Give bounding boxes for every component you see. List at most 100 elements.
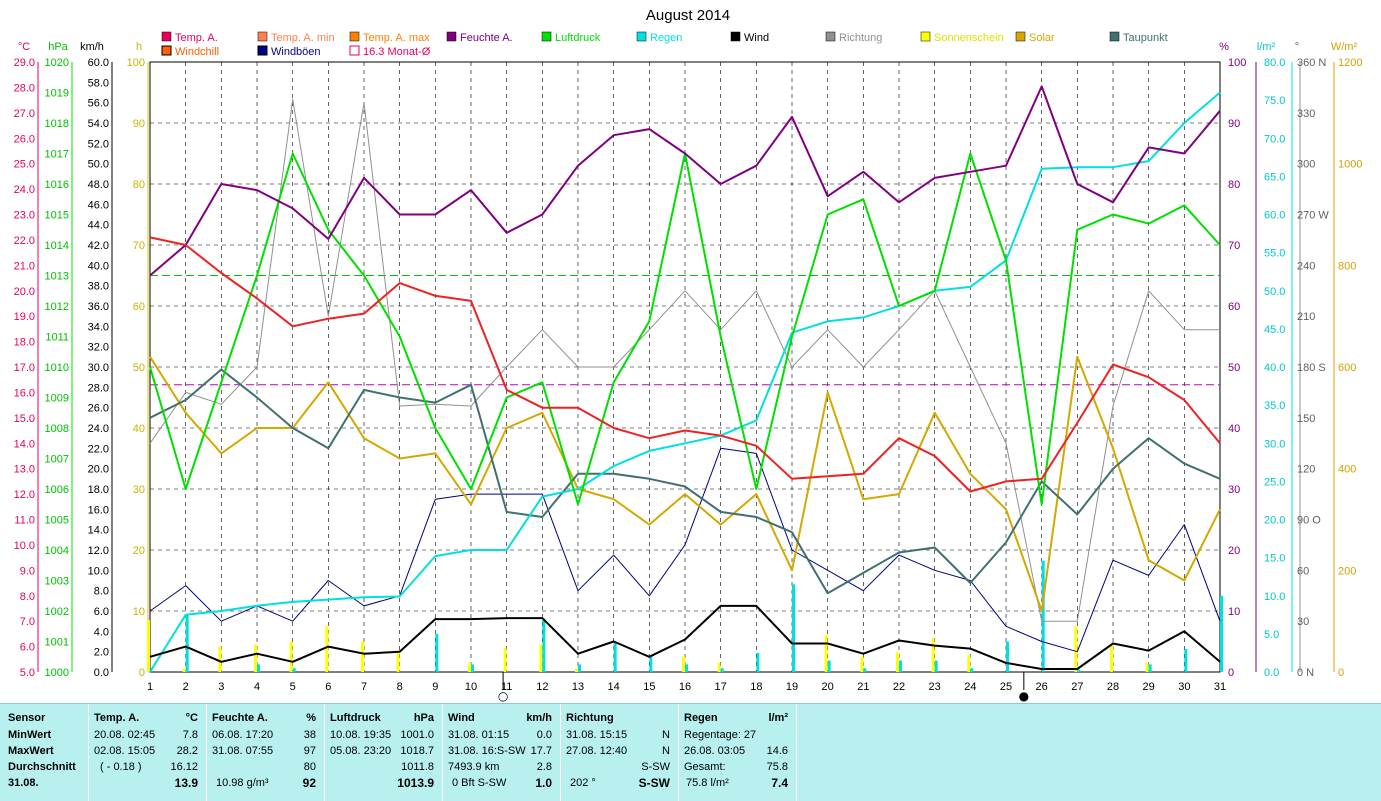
pressure-tick-label: 1018 (45, 118, 69, 130)
bar-sonnenschein (1110, 645, 1113, 672)
humidity-header: Feuchte A. (212, 712, 268, 724)
pressure-tick-label: 1011 (45, 332, 69, 344)
direction-tick-label: 330 (1297, 108, 1315, 120)
wind-max-value: 17.7 (530, 745, 552, 757)
legend-swatch (161, 45, 172, 56)
solar-tick-label: 800 (1338, 260, 1356, 272)
humidity-max-value: 97 (303, 745, 316, 757)
rain-column: Regen l/m² Regentage: 27 26.08. 03:05 14… (678, 704, 797, 801)
legend-label: Solar (1029, 32, 1055, 44)
bar-sonnenschein (254, 644, 257, 672)
temp-tick-label: 18.0 (14, 337, 35, 349)
x-tick-label: 4 (254, 681, 260, 693)
x-tick-label: 19 (786, 681, 798, 693)
bar-sonnenschein (896, 652, 899, 672)
direction-min-time: 31.08. 15:15 (566, 729, 628, 741)
rain-tick-label: 15.0 (1264, 553, 1285, 565)
bar-sonnenschein (824, 635, 828, 672)
humidity-tick-label: 90 (1228, 118, 1240, 130)
pressure-tick-label: 1000 (45, 667, 69, 679)
series-line-temp-a- (149, 236, 1221, 493)
rain-tick-label: 60.0 (1264, 210, 1285, 222)
hours-tick-label: 80 (133, 179, 145, 191)
legend-swatch (349, 31, 360, 42)
rain-tick-label: 55.0 (1264, 248, 1285, 260)
humidity-day-note: 10.98 g/m³ (216, 777, 269, 789)
wind-tick-label: 58.0 (88, 77, 109, 89)
minwert-label: MinWert (8, 729, 52, 741)
wind-tick-label: 56.0 (88, 98, 109, 110)
legend-swatch (446, 31, 457, 42)
pressure-tick-label: 1002 (45, 606, 69, 618)
rain-day-value: 7.4 (771, 776, 788, 790)
x-tick-label: 6 (325, 681, 331, 693)
wind-tick-label: 42.0 (88, 240, 109, 252)
date-label: 31.08. (8, 777, 39, 789)
wind-tick-label: 14.0 (88, 525, 109, 537)
x-tick-label: 17 (715, 681, 727, 693)
bar-regen-t-glich (1006, 641, 1009, 672)
rain-total-value: 75.8 (766, 761, 788, 773)
bar-regen-t-glich (970, 668, 974, 672)
hours-tick-label: 100 (127, 57, 145, 69)
pressure-tick-label: 1014 (45, 240, 69, 252)
weather-chart: 29.028.027.026.025.024.023.022.021.020.0… (14, 7, 1363, 703)
hours-tick-label: 60 (133, 301, 145, 313)
x-tick-label: 26 (1036, 681, 1048, 693)
temp-tick-label: 9.0 (20, 565, 35, 577)
temp-tick-label: 24.0 (14, 184, 35, 196)
rain-tick-label: 35.0 (1264, 400, 1285, 412)
wind-tick-label: 16.0 (88, 504, 109, 516)
wind-unit-label: km/h (80, 41, 104, 53)
sensor-header: Sensor (8, 712, 46, 724)
bar-regen-t-glich (257, 664, 260, 672)
pressure-tick-label: 1012 (45, 301, 69, 313)
temp-tick-label: 7.0 (20, 616, 35, 628)
direction-tick-label: 180 S (1297, 362, 1326, 374)
pressure-avg-value: 1011.8 (401, 761, 434, 773)
wind-tick-label: 60.0 (88, 57, 109, 69)
temp-tick-label: 15.0 (14, 413, 35, 425)
temp-tick-label: 12.0 (14, 489, 35, 501)
humidity-tick-label: 40 (1228, 423, 1240, 435)
wind-tick-label: 0.0 (94, 667, 109, 679)
direction-tick-label: 0 N (1297, 667, 1314, 679)
direction-max-value: N (662, 745, 670, 757)
rain-tick-label: 65.0 (1264, 171, 1285, 183)
rain-tick-label: 5.0 (1264, 629, 1279, 641)
maxwert-label: MaxWert (8, 745, 54, 757)
direction-tick-label: 120 (1297, 464, 1315, 476)
legend-swatch (636, 31, 647, 42)
pressure-unit-label: hPa (48, 41, 68, 53)
legend-swatch (349, 45, 360, 56)
legend-label: Taupunkt (1123, 32, 1168, 44)
bar-regen-t-glich (756, 652, 760, 672)
bar-regen-t-glich (685, 664, 688, 672)
direction-tick-label: 240 (1297, 260, 1315, 272)
x-tick-label: 25 (1000, 681, 1012, 693)
temp-tick-label: 8.0 (20, 591, 35, 603)
temp-tick-label: 14.0 (14, 438, 35, 450)
bar-regen-t-glich (1077, 669, 1081, 672)
series-line-feuchte-a- (149, 85, 1221, 277)
temp-max-time: 02.08. 15:05 (94, 745, 156, 757)
rain-max-value: 14.6 (766, 745, 788, 757)
wind-tick-label: 20.0 (88, 464, 109, 476)
x-tick-label: 3 (218, 681, 224, 693)
temp-day-value: 13.9 (174, 776, 198, 790)
wind-tick-label: 46.0 (88, 199, 109, 211)
bar-sonnenschein (1145, 662, 1149, 672)
pressure-tick-label: 1001 (45, 637, 69, 649)
temp-avg-value: 16.12 (170, 761, 198, 773)
temp-max-value: 28.2 (176, 745, 198, 757)
bar-sonnenschein (931, 638, 935, 672)
pressure-tick-label: 1005 (45, 515, 69, 527)
x-tick-label: 21 (857, 681, 869, 693)
wind-tick-label: 40.0 (88, 260, 109, 272)
series-line-richtung (149, 98, 1220, 622)
temp-tick-label: 23.0 (14, 210, 35, 222)
temp-header: Temp. A. (94, 712, 140, 724)
wind-tick-label: 30.0 (88, 362, 109, 374)
bar-sonnenschein (575, 668, 578, 672)
x-tick-label: 8 (397, 681, 403, 693)
